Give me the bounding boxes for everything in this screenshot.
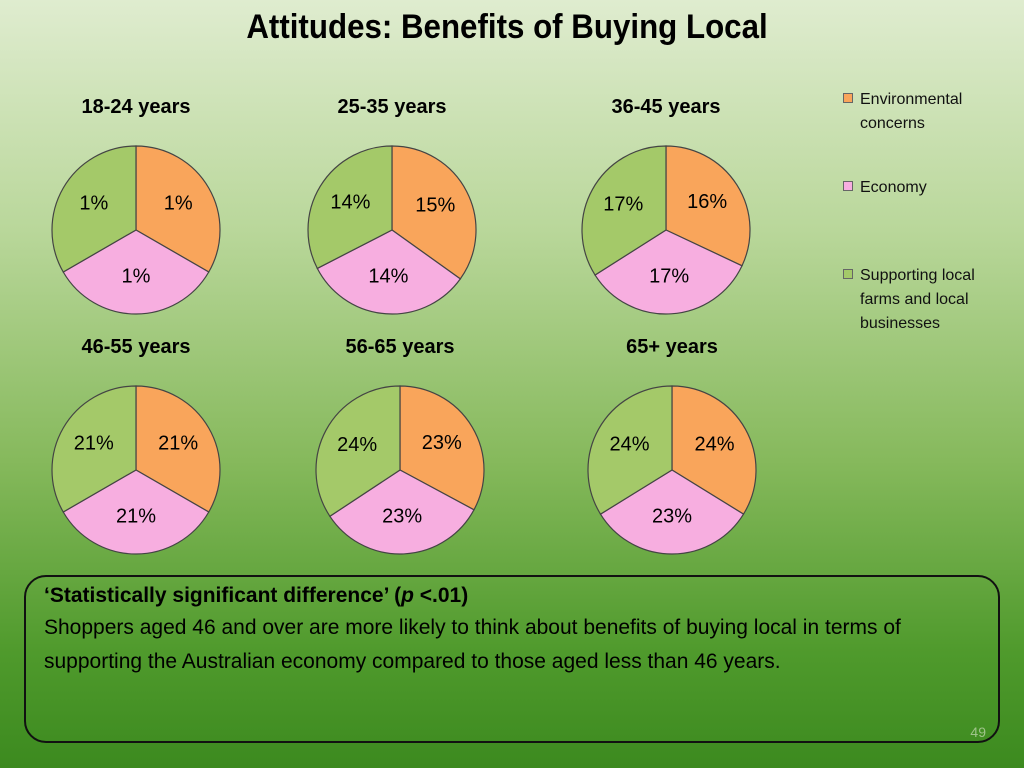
pie-chart: 56-65 years 23% 23% 24% — [300, 336, 500, 564]
legend-swatch — [843, 181, 853, 191]
pie-slice-label: 1% — [122, 266, 151, 288]
pie-svg: 21% 21% 21% — [51, 385, 221, 555]
note-heading: ‘Statistically significant difference’ (… — [44, 581, 980, 611]
pie-slice-label: 15% — [415, 195, 455, 217]
legend-swatch — [843, 269, 853, 279]
pie-slice — [599, 469, 745, 555]
pie-slice — [51, 385, 137, 513]
pie-slice — [135, 385, 221, 513]
pie-slice-label: 1% — [164, 193, 193, 215]
pie-chart-title: 25-35 years — [337, 96, 447, 118]
pie-slice-label: 17% — [603, 194, 643, 216]
pie-slice-label: 23% — [652, 506, 692, 528]
slide-number: 49 — [970, 724, 986, 740]
pie-chart-title: 56-65 years — [345, 336, 455, 358]
pie-svg: 15% 14% 14% — [307, 145, 477, 315]
pie-chart: 36-45 years 16% 17% 17% — [566, 96, 766, 324]
note-heading-end: <.01) — [413, 584, 469, 607]
pie-slice-label: 17% — [649, 266, 689, 288]
pie-slice-label: 23% — [422, 432, 462, 454]
pie-slice — [665, 145, 751, 267]
legend-label: Supporting local farms and local busines… — [860, 267, 975, 332]
legend-label: Environmental concerns — [860, 91, 963, 132]
slide-title: Attitudes: Benefits of Buying Local — [246, 8, 768, 46]
pie-charts-grid: 18-24 years 1% 1% 1% 25-35 years 15% 14% 14% 36-… — [36, 96, 772, 564]
pie-slice-label: 24% — [337, 434, 377, 456]
pie-slice — [399, 385, 485, 511]
pie-slice-label: 21% — [116, 506, 156, 528]
pie-slice-label: 24% — [694, 433, 734, 455]
note-text: Shoppers aged 46 and over are more likel… — [44, 616, 901, 673]
pie-slice — [594, 229, 743, 315]
pie-chart: 18-24 years 1% 1% 1% — [36, 96, 236, 324]
pie-slice — [587, 385, 673, 515]
pie-slice — [329, 469, 475, 555]
pie-chart: 25-35 years 15% 14% 14% — [292, 96, 492, 324]
note-heading-p: p — [401, 584, 414, 607]
pie-slice — [307, 145, 393, 270]
pie-slice-label: 16% — [687, 191, 727, 213]
pie-slice — [51, 145, 137, 273]
pie-slice — [391, 145, 477, 280]
pie-chart: 65+ years 24% 23% 24% — [572, 336, 772, 564]
pie-slice-label: 14% — [330, 192, 370, 214]
pie-chart: 46-55 years 21% 21% 21% — [36, 336, 236, 564]
pie-slice — [316, 229, 462, 315]
pie-slice-label: 14% — [368, 266, 408, 288]
pie-svg: 16% 17% 17% — [581, 145, 751, 315]
pie-chart-title: 18-24 years — [81, 96, 191, 118]
pie-slice-label: 24% — [609, 433, 649, 455]
pie-chart-title: 36-45 years — [611, 96, 721, 118]
pie-chart-title: 65+ years — [626, 336, 718, 358]
legend-swatch — [843, 93, 853, 103]
pie-slice-label: 23% — [382, 506, 422, 528]
pie-slice — [581, 145, 667, 276]
pie-slice-label: 21% — [74, 433, 114, 455]
pie-slice — [315, 385, 401, 518]
pie-svg: 23% 23% 24% — [315, 385, 485, 555]
pie-slice-label: 1% — [79, 193, 108, 215]
pie-slice — [135, 145, 221, 273]
pie-svg: 24% 23% 24% — [587, 385, 757, 555]
significance-note-box: ‘Statistically significant difference’ (… — [24, 575, 1000, 743]
pie-slice-label: 21% — [158, 433, 198, 455]
pie-slice — [671, 385, 757, 515]
legend-label: Economy — [860, 179, 927, 196]
pie-svg: 1% 1% 1% — [51, 145, 221, 315]
pie-chart-title: 46-55 years — [81, 336, 191, 358]
note-heading-start: ‘Statistically significant difference’ ( — [44, 584, 402, 607]
